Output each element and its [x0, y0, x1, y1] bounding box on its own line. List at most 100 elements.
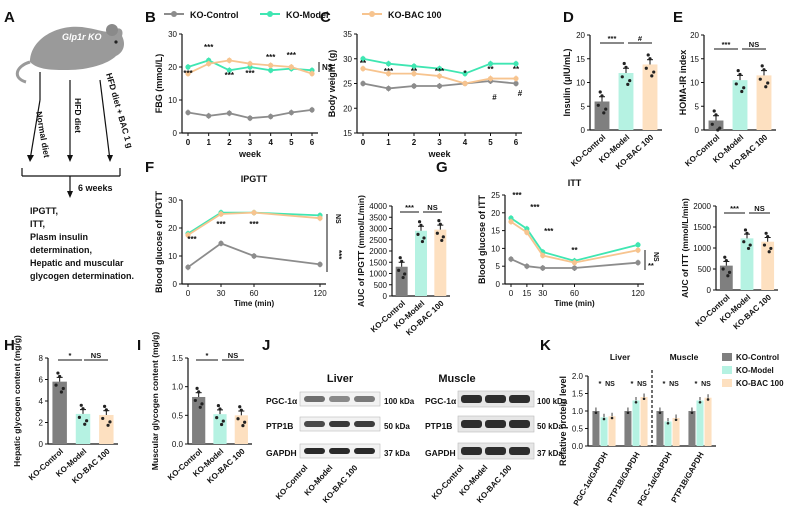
- panel-letter-c: C: [320, 9, 331, 26]
- panel-b-data-point: [226, 110, 232, 116]
- panel-g-bar-sig-label: NS: [754, 204, 764, 213]
- panel-c-annotation: **: [513, 65, 520, 74]
- panel-i-dot: [197, 390, 201, 394]
- panel-c-annotation: **: [487, 65, 494, 74]
- panel-c-y-tick-label: 15: [343, 129, 352, 138]
- panel-f-bar-dot: [398, 256, 402, 260]
- panel-k-category-label: PTP1B/GAPDH: [669, 450, 705, 504]
- panel-k-dot: [642, 397, 646, 401]
- panel-c-data-point: [513, 80, 519, 87]
- panel-g-line-x-tick-label: 0: [509, 289, 514, 298]
- panel-g-bar-dot: [766, 235, 770, 239]
- panel-f-line-annotation: ***: [334, 250, 343, 260]
- panel-i-bar: [213, 414, 227, 444]
- panel-g-line-x-tick-label: 120: [631, 289, 645, 298]
- panel-c-data-point: [513, 75, 519, 82]
- panel-letter-g: G: [436, 159, 448, 176]
- panel-g-line-data-point: [571, 260, 578, 266]
- panel-c-annotation: **: [360, 59, 367, 68]
- panel-k-dot: [610, 416, 614, 420]
- panel-g-bar-dot: [742, 240, 746, 244]
- panel-f-bar-sig-label: NS: [427, 203, 437, 212]
- panel-i-dot: [243, 420, 247, 424]
- panel-d-dot: [646, 53, 650, 57]
- panel-k-bar: [640, 397, 648, 446]
- panel-k-y-tick-label: 0.5: [572, 425, 584, 434]
- panel-j-liver-band: [329, 448, 350, 454]
- arrowhead: [67, 155, 73, 162]
- panel-j-liver-band: [354, 448, 375, 454]
- panel-f-line-annotation: ***: [249, 220, 259, 229]
- panel-f-line-y-tick-label: 0: [173, 280, 178, 289]
- panel-f-bar-y-tick-label: 4000: [369, 202, 387, 211]
- panel-d-bar: [618, 73, 634, 130]
- panel-f-line-series-line-2: [187, 211, 321, 236]
- panel-g-bar-y-label: AUC of ITT (mmol/L/min): [680, 198, 690, 298]
- panel-f-line-data-point: [218, 211, 224, 217]
- panel-e-sig-label: NS: [749, 40, 759, 49]
- panel-g-line-y-label: Blood glucose of ITT: [477, 195, 487, 284]
- panel-f-line-data-point: [185, 264, 191, 270]
- legend-marker-2: [369, 11, 375, 17]
- panel-h-sig-label: NS: [91, 351, 101, 360]
- panel-b-annotation: ***: [245, 69, 255, 78]
- panel-g-bar-y-tick-label: 0: [707, 286, 712, 295]
- panel-g-line-annotation: ***: [544, 227, 554, 236]
- outcome-line: determination,: [30, 245, 92, 255]
- panel-g-line-x-tick-label: 60: [570, 289, 579, 298]
- panel-k-annotation: NS: [701, 381, 711, 388]
- panel-letter-a: A: [4, 9, 15, 26]
- panel-f-line-x-tick-label: 0: [186, 289, 191, 298]
- panel-b-annotation: NS: [322, 63, 334, 72]
- panel-g-bar-dot: [743, 228, 748, 232]
- panel-b-y-label: FBG (mmol/L): [154, 54, 164, 114]
- panel-b-data-point: [309, 71, 315, 77]
- panel-c-y-tick-label: 35: [343, 30, 352, 39]
- panel-d-dot: [648, 57, 652, 61]
- panel-c-annotation: **: [411, 67, 418, 76]
- panel-c-data-point: [411, 63, 417, 69]
- mouse-label: Glp1r KO: [62, 32, 102, 42]
- panel-g-line-data-point: [508, 215, 514, 221]
- panel-h-y-tick-label: 6: [39, 376, 44, 385]
- panel-h-dot: [104, 408, 108, 412]
- panel-h-dot: [61, 386, 65, 391]
- panel-j-liver-title: Liver: [327, 373, 354, 385]
- panel-k-annotation: NS: [637, 381, 647, 388]
- panel-c-data-point: [462, 80, 468, 87]
- panel-b-data-point: [206, 113, 212, 119]
- panel-f-bar-bar: [415, 230, 427, 296]
- panel-h-dot: [85, 419, 89, 423]
- panel-d-y-tick-label: 10: [576, 79, 585, 88]
- panel-f-line-x-tick-label: 30: [217, 289, 226, 298]
- panel-k-y-tick-label: 0.0: [572, 442, 584, 451]
- panel-f-bar-dot: [417, 220, 422, 224]
- mouse-tail: [15, 60, 31, 84]
- panel-h-y-tick-label: 4: [39, 397, 44, 406]
- panel-b-annotation: ***: [183, 69, 193, 78]
- panel-d-y-tick-label: 0: [581, 126, 586, 135]
- panel-g-bar-dot: [723, 255, 727, 259]
- panel-g-line-data-point: [524, 226, 530, 232]
- panel-j-muscle-band: [461, 420, 482, 428]
- panel-f-bar-y-tick-label: 2000: [369, 247, 387, 256]
- panel-b-data-point: [268, 113, 274, 120]
- panel-f-bar-y-tick-label: 3500: [369, 213, 387, 222]
- panel-i-y-tick-label: 1.5: [172, 354, 184, 363]
- panel-f-bar-dot: [422, 236, 426, 240]
- panel-g-line-y-tick-label: 25: [491, 191, 500, 200]
- legend-marker-1: [267, 11, 273, 17]
- panel-i-dot: [239, 408, 243, 412]
- panel-d-dot: [602, 111, 606, 115]
- panel-j-protein-label: PTP1B: [425, 421, 452, 431]
- panel-e-bar: [732, 80, 748, 130]
- panel-e-dot: [714, 113, 718, 117]
- panel-g-line-y-tick-label: 0: [496, 280, 501, 289]
- panel-f-line-x-tick-label: 60: [250, 289, 259, 298]
- panel-b-annotation: ***: [204, 43, 214, 52]
- panel-f-line-y-tick-label: 30: [168, 196, 177, 205]
- panel-k-bar: [608, 416, 616, 446]
- panel-c-data-point: [360, 80, 366, 87]
- panel-g-bar-bar: [740, 238, 754, 290]
